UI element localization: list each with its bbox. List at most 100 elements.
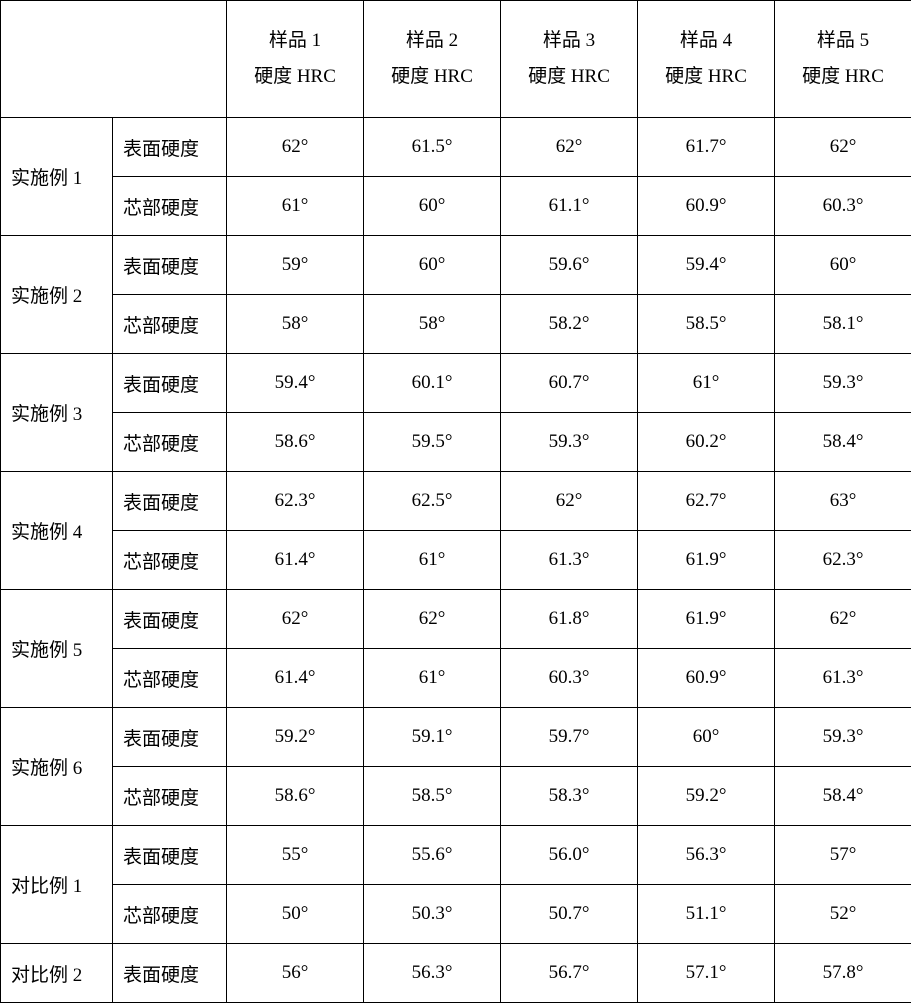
data-cell: 61.3° [775,649,911,708]
data-cell: 61° [364,531,501,590]
data-cell: 58.6° [227,767,364,826]
group-label: 实施例 5 [1,590,113,708]
data-cell: 57.1° [638,944,775,1003]
data-cell: 61.3° [501,531,638,590]
data-cell: 55° [227,826,364,885]
data-cell: 59.1° [364,708,501,767]
group-label: 实施例 2 [1,236,113,354]
data-cell: 58.5° [364,767,501,826]
data-cell: 61° [364,649,501,708]
data-cell: 50.3° [364,885,501,944]
data-cell: 60° [364,177,501,236]
data-cell: 62° [501,472,638,531]
data-cell: 61.8° [501,590,638,649]
data-cell: 61.9° [638,531,775,590]
data-cell: 57° [775,826,911,885]
data-cell: 59.2° [638,767,775,826]
data-cell: 56.3° [638,826,775,885]
data-cell: 56.0° [501,826,638,885]
data-cell: 60° [775,236,911,295]
column-header: 样品 5硬度 HRC [775,1,911,118]
data-cell: 58.5° [638,295,775,354]
data-cell: 60.3° [775,177,911,236]
data-cell: 58.1° [775,295,911,354]
data-cell: 61.5° [364,118,501,177]
data-cell: 60° [364,236,501,295]
data-cell: 56° [227,944,364,1003]
group-label: 实施例 1 [1,118,113,236]
data-cell: 51.1° [638,885,775,944]
column-header: 样品 3硬度 HRC [501,1,638,118]
data-cell: 61.4° [227,649,364,708]
data-cell: 59° [227,236,364,295]
row-type-label: 芯部硬度 [113,767,227,826]
data-cell: 50.7° [501,885,638,944]
data-cell: 62° [227,590,364,649]
data-cell: 61.9° [638,590,775,649]
data-cell: 63° [775,472,911,531]
data-cell: 62° [775,590,911,649]
data-cell: 62° [227,118,364,177]
data-cell: 58° [227,295,364,354]
header-blank [1,1,227,118]
row-type-label: 芯部硬度 [113,531,227,590]
row-type-label: 表面硬度 [113,472,227,531]
data-cell: 60.9° [638,649,775,708]
data-cell: 62° [364,590,501,649]
row-type-label: 表面硬度 [113,826,227,885]
column-header-line1: 样品 4 [642,23,770,59]
column-header-line1: 样品 3 [505,23,633,59]
data-cell: 62.3° [227,472,364,531]
column-header-line2: 硬度 HRC [231,59,359,95]
row-type-label: 表面硬度 [113,590,227,649]
row-type-label: 芯部硬度 [113,885,227,944]
data-cell: 60.9° [638,177,775,236]
column-header-line2: 硬度 HRC [505,59,633,95]
data-cell: 62.5° [364,472,501,531]
data-cell: 61.7° [638,118,775,177]
group-label: 实施例 6 [1,708,113,826]
row-type-label: 芯部硬度 [113,177,227,236]
column-header-line1: 样品 1 [231,23,359,59]
column-header: 样品 2硬度 HRC [364,1,501,118]
data-cell: 59.6° [501,236,638,295]
column-header: 样品 1硬度 HRC [227,1,364,118]
data-cell: 62.7° [638,472,775,531]
row-type-label: 芯部硬度 [113,413,227,472]
data-cell: 61.1° [501,177,638,236]
data-cell: 61.4° [227,531,364,590]
data-cell: 52° [775,885,911,944]
data-cell: 60.3° [501,649,638,708]
group-label: 对比例 1 [1,826,113,944]
data-cell: 60.7° [501,354,638,413]
row-type-label: 芯部硬度 [113,295,227,354]
row-type-label: 表面硬度 [113,944,227,1003]
row-type-label: 表面硬度 [113,236,227,295]
row-type-label: 表面硬度 [113,708,227,767]
column-header-line1: 样品 5 [779,23,907,59]
column-header: 样品 4硬度 HRC [638,1,775,118]
data-cell: 59.4° [638,236,775,295]
data-cell: 59.3° [775,354,911,413]
data-cell: 58.4° [775,413,911,472]
data-cell: 55.6° [364,826,501,885]
data-cell: 58.6° [227,413,364,472]
data-cell: 59.2° [227,708,364,767]
data-cell: 57.8° [775,944,911,1003]
data-cell: 60.2° [638,413,775,472]
column-header-line1: 样品 2 [368,23,496,59]
row-type-label: 表面硬度 [113,354,227,413]
data-cell: 60° [638,708,775,767]
data-cell: 59.5° [364,413,501,472]
column-header-line2: 硬度 HRC [779,59,907,95]
data-cell: 60.1° [364,354,501,413]
data-cell: 62° [775,118,911,177]
data-cell: 61° [638,354,775,413]
data-cell: 59.7° [501,708,638,767]
row-type-label: 芯部硬度 [113,649,227,708]
group-label: 实施例 4 [1,472,113,590]
data-cell: 62.3° [775,531,911,590]
data-cell: 59.4° [227,354,364,413]
data-cell: 61° [227,177,364,236]
data-cell: 58.3° [501,767,638,826]
